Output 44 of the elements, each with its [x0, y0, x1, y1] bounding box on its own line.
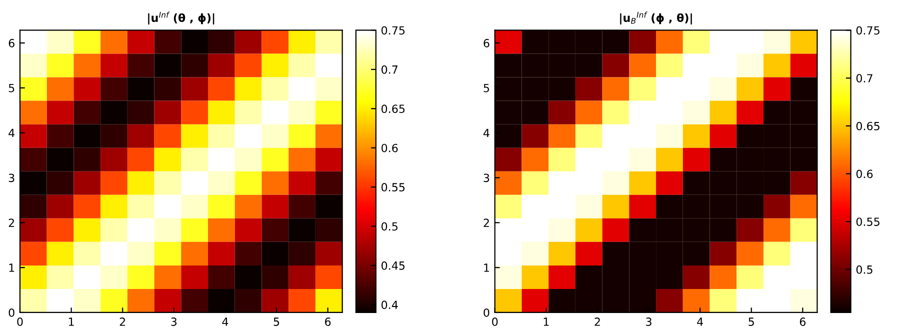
color-bar-label: 0.4: [382, 300, 398, 310]
y-tick-label: 5: [484, 84, 490, 92]
x-tick-label: 5: [748, 318, 754, 326]
color-bar-label: 0.6: [382, 144, 398, 152]
color-bar-label: 0.7: [856, 74, 872, 82]
y-tick-label: 6: [8, 38, 14, 48]
x-tick-label: 0: [492, 318, 498, 326]
x-tick-label: 2: [594, 318, 600, 326]
y-tick-label: 0: [8, 308, 14, 317]
y-tick-label: 5: [8, 84, 14, 92]
x-tick-label: 1: [68, 318, 74, 326]
y-tick-label: 0: [484, 308, 490, 317]
x-tick-label: 3: [646, 318, 652, 326]
color-bar-label: 0.65: [382, 104, 405, 114]
color-bar-label: 0.75: [382, 26, 405, 35]
y-tick-label: 4: [483, 128, 490, 138]
x-tick-label: 6: [800, 318, 806, 326]
x-tick-label: 5: [274, 318, 280, 326]
x-tick-label: 6: [325, 318, 331, 326]
color-bar-label: 0.5: [856, 265, 872, 274]
y-tick-label: 2: [484, 218, 489, 227]
y-tick-label: 3: [484, 174, 490, 182]
color-bar-label: 0.55: [382, 183, 405, 192]
x-tick-label: 4: [222, 318, 228, 326]
x-tick-label: 3: [171, 318, 177, 326]
color-bar-label: 0.65: [856, 122, 880, 130]
color-bar-label: 0.5: [382, 222, 398, 231]
x-tick-label: 0: [17, 318, 23, 326]
x-tick-label: 1: [544, 318, 549, 326]
chart-title: |u$_{B}$$^{Inf}$ (ϕ , θ)|: [620, 12, 692, 24]
y-tick-label: 2: [8, 218, 14, 227]
x-tick-label: 4: [697, 318, 703, 326]
color-bar-label: 0.55: [856, 218, 880, 226]
chart-title: |u$^{Inf}$ (θ , ϕ)|: [148, 12, 214, 24]
y-tick-label: 1: [9, 264, 14, 272]
x-tick-label: 2: [120, 318, 125, 326]
y-tick-label: 1: [484, 264, 489, 272]
color-bar-label: 0.45: [382, 261, 405, 270]
color-bar-label: 0.6: [856, 170, 873, 178]
y-tick-label: 3: [8, 174, 14, 182]
color-bar-label: 0.7: [382, 65, 398, 74]
color-bar-label: 0.75: [856, 26, 880, 35]
y-tick-label: 6: [484, 38, 490, 48]
y-tick-label: 4: [8, 128, 14, 138]
